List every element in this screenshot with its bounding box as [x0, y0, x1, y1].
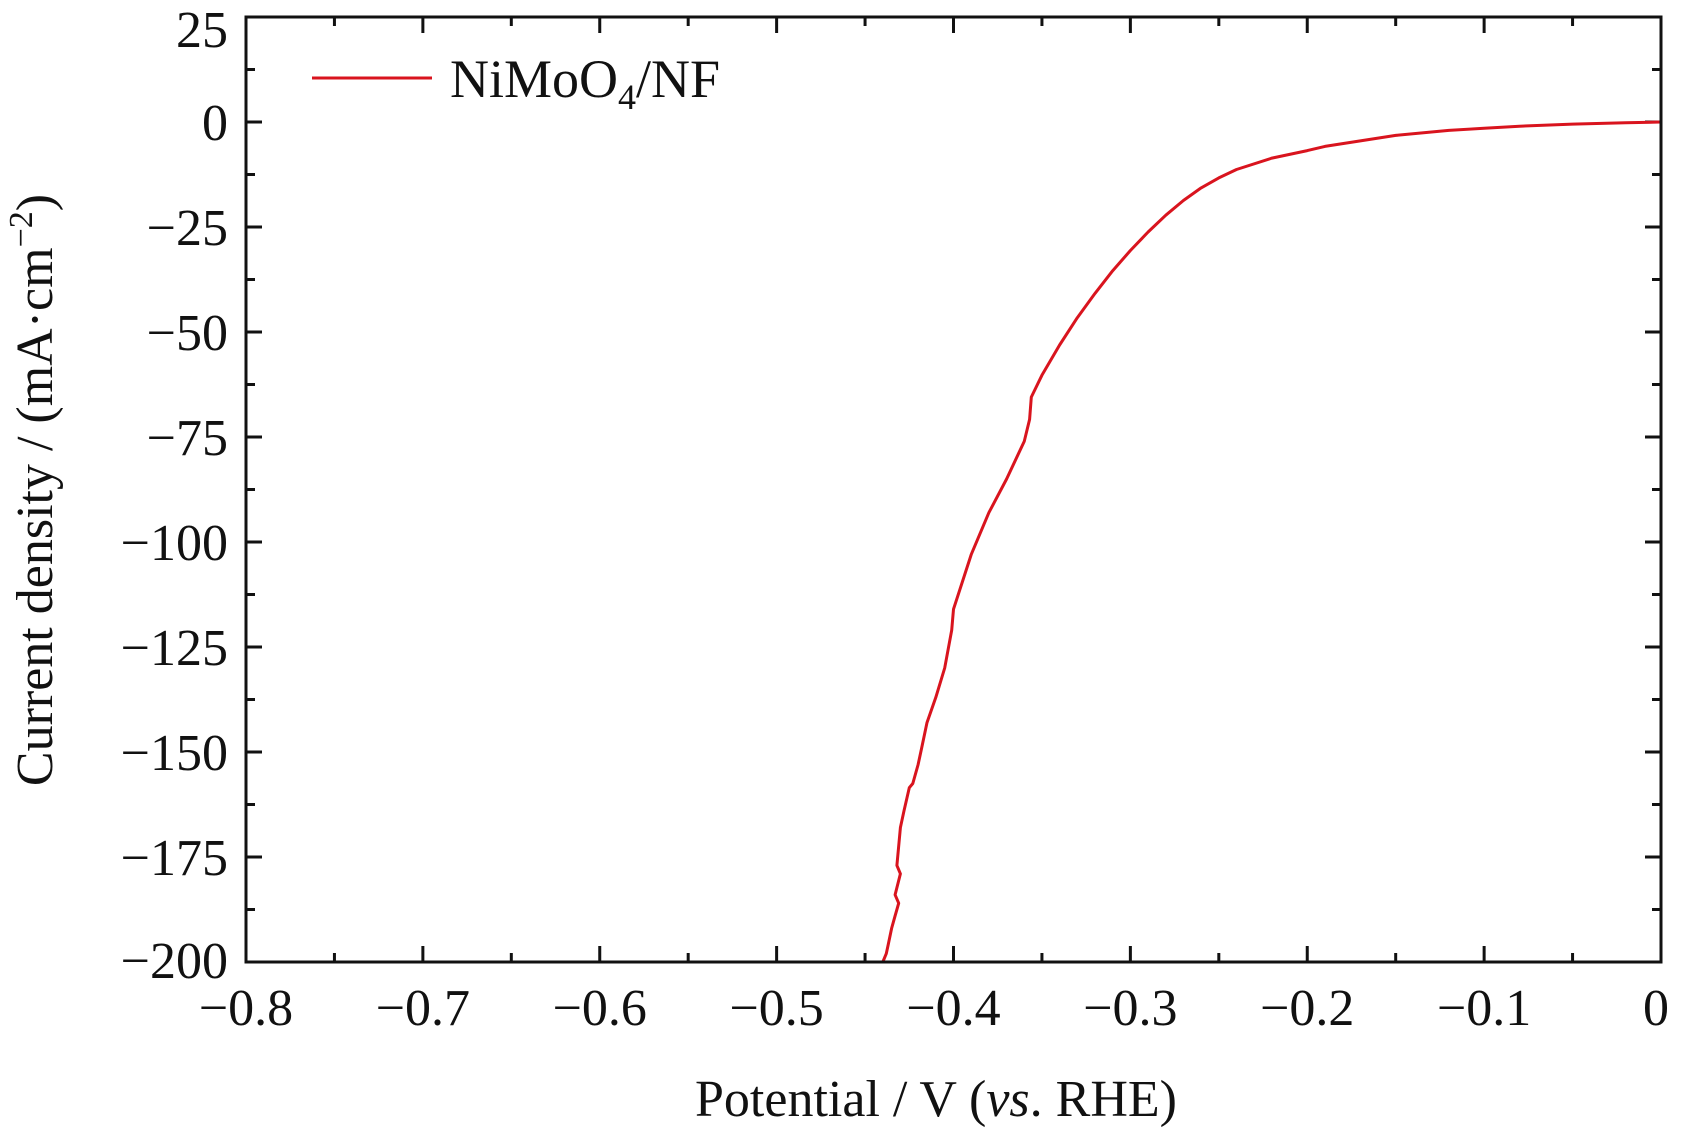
y-tick-label: 0 — [202, 95, 228, 152]
y-tick-label: −25 — [147, 200, 228, 257]
major-ticks — [244, 15, 1663, 964]
series-line — [875, 120, 1663, 964]
y-tick-label: −200 — [121, 933, 228, 990]
y-tick-label: 25 — [176, 2, 228, 59]
legend-label: NiMoO4/NF — [450, 49, 720, 117]
x-tick-label: −0.4 — [906, 980, 1000, 1037]
x-tick-label: −0.1 — [1437, 980, 1531, 1037]
x-tick-label: −0.3 — [1083, 980, 1177, 1037]
minor-ticks — [246, 17, 1661, 962]
y-tick-label: −125 — [121, 620, 228, 677]
y-tick-label: −100 — [121, 515, 228, 572]
x-axis-label: Potential / V (vs. RHE) — [695, 1071, 1177, 1128]
plot-frame — [244, 15, 1663, 964]
y-tick-label: −175 — [121, 830, 228, 887]
series-layer — [875, 120, 1663, 964]
x-tick-label: −0.7 — [376, 980, 470, 1037]
x-tick-label: −0.6 — [553, 980, 647, 1037]
x-tick-label: 0 — [1643, 980, 1669, 1037]
y-tick-label: −50 — [147, 305, 228, 362]
y-tick-label: −150 — [121, 725, 228, 782]
x-tick-label: −0.2 — [1260, 980, 1354, 1037]
y-tick-label: −75 — [147, 410, 228, 467]
x-tick-label: −0.5 — [729, 980, 823, 1037]
x-tick-label: −0.8 — [199, 980, 293, 1037]
y-axis-label: Current density / (mA·cm−2) — [3, 194, 64, 786]
y-tick-labels: 25 0 −25 −50 −75 −100 −125 −150 −175 −200 — [121, 2, 228, 990]
x-tick-labels: −0.8 −0.7 −0.6 −0.5 −0.4 −0.3 −0.2 −0.1 0 — [199, 980, 1669, 1037]
legend: NiMoO4/NF — [312, 49, 720, 117]
